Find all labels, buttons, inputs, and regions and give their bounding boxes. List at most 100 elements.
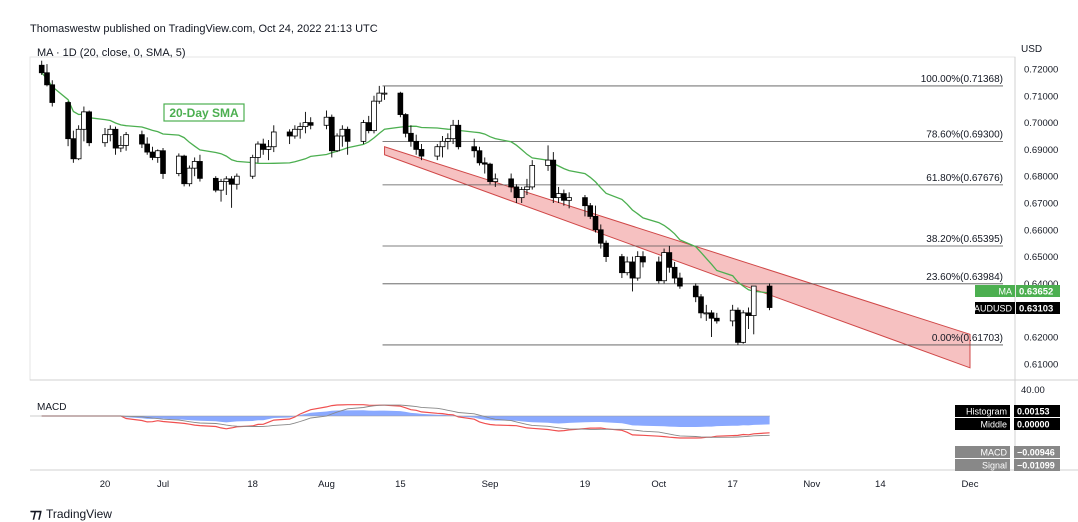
candle-body [561,193,567,201]
macd-legend-value-bg [1014,459,1060,471]
macd-pane: MACD Histogram 0.00153 Middle 0.00000 MACD −0.… [30,402,1060,471]
candle-body [513,186,520,199]
candle-body [86,111,92,144]
candle-body [677,277,683,287]
y-tick-label: 0.72000 [1024,65,1058,76]
candle-body [708,312,715,319]
x-tick-label: Jul [157,479,169,490]
y-tick-label: 0.66000 [1024,225,1058,236]
candle-body [619,256,625,274]
candle-body [65,102,71,140]
candle-body [123,134,129,146]
candle-body [471,146,478,152]
candle-body [107,128,114,136]
currency-label: USD [1021,44,1043,55]
candle-body [450,124,456,140]
candle-body [439,140,446,148]
x-tick-label: 14 [875,479,886,490]
x-tick-label: Oct [651,479,666,490]
macd-title: MACD [37,402,66,413]
candle-body [376,92,383,102]
candle-body [634,256,641,279]
footer: ⁊⁊ TradingView [30,506,112,522]
candle-body [160,150,166,174]
macd-legend-name-bg [955,446,1010,458]
y-tick-label: 0.65000 [1024,252,1058,263]
candle-body [555,193,562,199]
candle-body [476,150,483,164]
candle-body [402,114,409,134]
candle-body [176,155,182,174]
footer-brand[interactable]: TradingView [45,507,112,521]
candle-body [750,285,757,316]
badge-name-bg [975,302,1015,314]
candle-body [265,146,272,150]
candle-body [492,178,499,182]
candle-body [381,92,388,95]
x-tick-label: Sep [482,479,499,490]
fib-level-label: 0.00%(0.61703) [932,333,1003,344]
candle-body [550,159,557,199]
macd-legend-name: Middle [980,420,1007,430]
fib-level-label: 38.20%(0.65395) [926,234,1003,245]
sma-line-group [41,72,770,294]
x-tick-label: 19 [580,479,591,490]
x-tick-label: Nov [803,479,820,490]
candle-body [582,197,588,207]
macd-legend-name-bg [955,405,1010,417]
badge-value: 0.63103 [1019,304,1053,315]
candle-body [344,128,351,142]
y-tick-label: 0.64000 [1024,279,1058,290]
candle-body [566,197,572,201]
candle-body [508,178,514,188]
candle-body [408,132,414,142]
candle-body [481,162,488,165]
candle-body [38,64,45,74]
candle-body [197,161,203,179]
candle-body [334,135,340,152]
candle-body [529,165,536,188]
macd-legend-name: Histogram [966,407,1007,417]
downtrend-channel [384,146,971,369]
annotations: 20-Day SMA [163,103,245,122]
candle-body [297,126,303,130]
candle-body [624,261,630,274]
time-axis[interactable]: 20 Jul 18 Aug 15 Sep 19 Oct 17 Nov 14 Dec [100,479,979,490]
sma-label-text: 20-Day SMA [169,106,239,120]
candle-body [397,92,404,115]
candle-body [286,131,293,137]
candle-body [661,252,667,282]
candle-body [307,122,314,126]
candle-body [745,312,752,316]
badge-name: MA [999,287,1013,297]
candle-body [44,72,50,86]
candle-body [703,312,710,315]
price-axis[interactable]: 0.72000 0.71000 0.70000 0.69000 0.68000 0.670… [1021,65,1058,397]
candle-body [118,144,124,149]
fib-level-label: 23.60%(0.63984) [926,272,1003,283]
macd-legend-value-bg [1014,405,1060,417]
candle-body [418,148,425,157]
candle-body [102,134,108,144]
badge-value-bg [1016,285,1060,297]
candle-body [112,128,119,149]
published-caption: Thomaswestw published on TradingView.com… [30,23,378,35]
badge-value-bg [1016,302,1060,314]
macd-legend-value: 0.00000 [1017,420,1050,430]
x-tick-label: 20 [100,479,111,490]
indicator-legend[interactable]: MA · 1D (20, close, 0, SMA, 5) [37,47,186,59]
candle-body [223,178,230,182]
x-tick-label: 15 [395,479,406,490]
candle-body [144,143,150,153]
y-tick-label: 0.62000 [1024,333,1058,344]
sma-label-box [163,103,245,122]
macd-legend-name-bg [955,459,1010,471]
y-tick-label: 0.70000 [1024,118,1058,129]
candle-body [714,317,720,322]
candle-body [640,256,646,263]
x-tick-label: 17 [727,479,738,490]
badge-name: AUDUSD [974,304,1013,314]
candle-body [735,309,741,343]
candle-body [328,116,335,152]
x-tick-label: Aug [318,479,335,490]
